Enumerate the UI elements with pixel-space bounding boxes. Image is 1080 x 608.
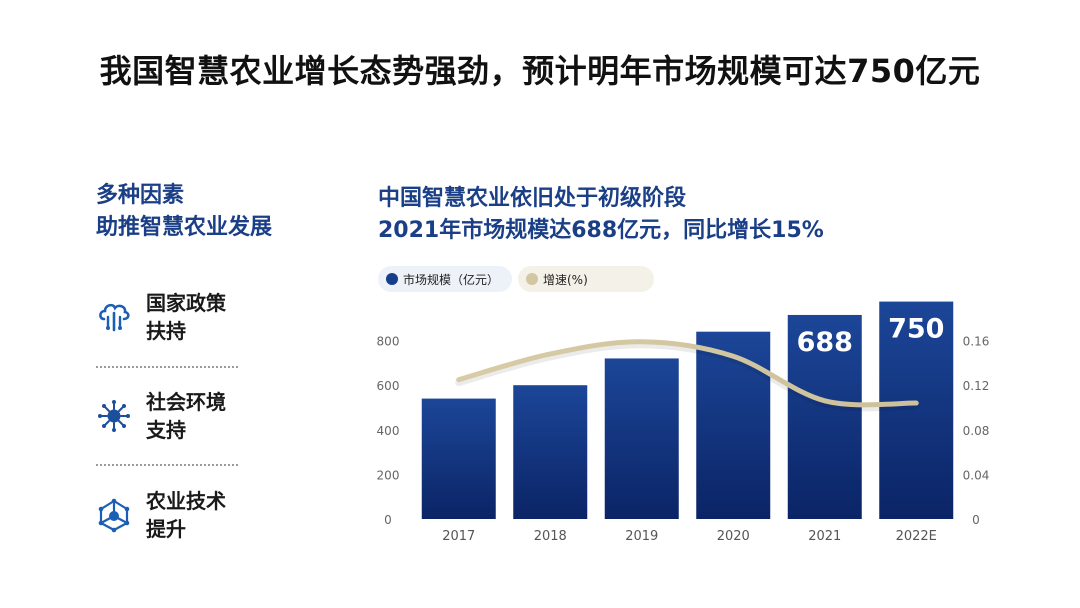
data-label-2022E: 750: [888, 314, 944, 345]
legend-line: 增速(%): [518, 266, 654, 292]
data-label-2021: 688: [797, 327, 853, 358]
molecule-icon: [98, 498, 130, 533]
legend-bar-label: 市场规模（亿元）: [403, 272, 500, 287]
bar-2022E: [879, 301, 954, 519]
legend-bar-swatch: [386, 273, 398, 285]
y-left-tick-label: 800: [377, 335, 400, 349]
x-tick-label: 2020: [717, 529, 750, 544]
x-tick-label: 2022E: [896, 529, 937, 544]
legend-line-swatch: [526, 273, 538, 285]
x-tick-label: 2021: [808, 529, 841, 544]
page-title: 我国智慧农业增长态势强劲，预计明年市场规模可达750亿元: [99, 52, 981, 90]
bar-2017: [421, 398, 496, 519]
factors-heading-line2: 助推智慧农业发展: [96, 215, 273, 240]
growth-line: [456, 339, 919, 408]
legend-line-label: 增速(%): [543, 272, 588, 287]
cloud-tree-icon: [99, 303, 130, 332]
factor-policy: 国家政策 扶持: [96, 268, 236, 366]
bar-2020: [696, 331, 771, 519]
factor-society-line1: 社会环境: [146, 390, 226, 414]
chart-title: 中国智慧农业依旧处于初级阶段 2021年市场规模达688亿元，同比增长15%: [378, 183, 824, 247]
network-node-icon: [98, 400, 130, 432]
factor-divider: [96, 464, 238, 466]
factor-divider: [96, 366, 238, 368]
bar-2019: [604, 358, 679, 519]
factor-technology: 农业技术 提升: [96, 466, 236, 564]
y-right-tick-label: 0.16: [963, 335, 990, 349]
chart-title-line2: 2021年市场规模达688亿元，同比增长15%: [378, 218, 824, 243]
x-tick-label: 2018: [534, 529, 567, 544]
y-left-tick-label: 600: [377, 379, 400, 393]
y-right-tick-label: 0.12: [963, 379, 990, 393]
legend-bar: 市场规模（亿元）: [378, 266, 512, 292]
factors-heading-line1: 多种因素: [96, 183, 185, 208]
factor-technology-line2: 提升: [146, 517, 186, 541]
factor-technology-line1: 农业技术: [146, 489, 226, 513]
bar-2018: [513, 385, 588, 519]
factor-society: 社会环境 支持: [96, 367, 236, 465]
y-left-tick-label: 0: [384, 513, 392, 527]
bar-2021: [787, 314, 862, 519]
factor-policy-line2: 扶持: [146, 319, 186, 343]
y-left-tick-label: 200: [377, 468, 400, 482]
y-right-tick-label: 0.08: [963, 424, 990, 438]
y-right-tick-label: 0.04: [963, 468, 990, 482]
x-tick-label: 2017: [442, 529, 475, 544]
y-right-tick-label: 0: [972, 513, 980, 527]
factor-society-line2: 支持: [146, 418, 186, 442]
factor-policy-line1: 国家政策: [146, 291, 226, 315]
factors-heading: 多种因素 助推智慧农业发展: [96, 180, 273, 244]
chart-title-line1: 中国智慧农业依旧处于初级阶段: [378, 186, 687, 211]
growth-line-shadow: [455, 341, 920, 412]
y-left-tick-label: 400: [377, 424, 400, 438]
x-tick-label: 2019: [625, 529, 658, 544]
